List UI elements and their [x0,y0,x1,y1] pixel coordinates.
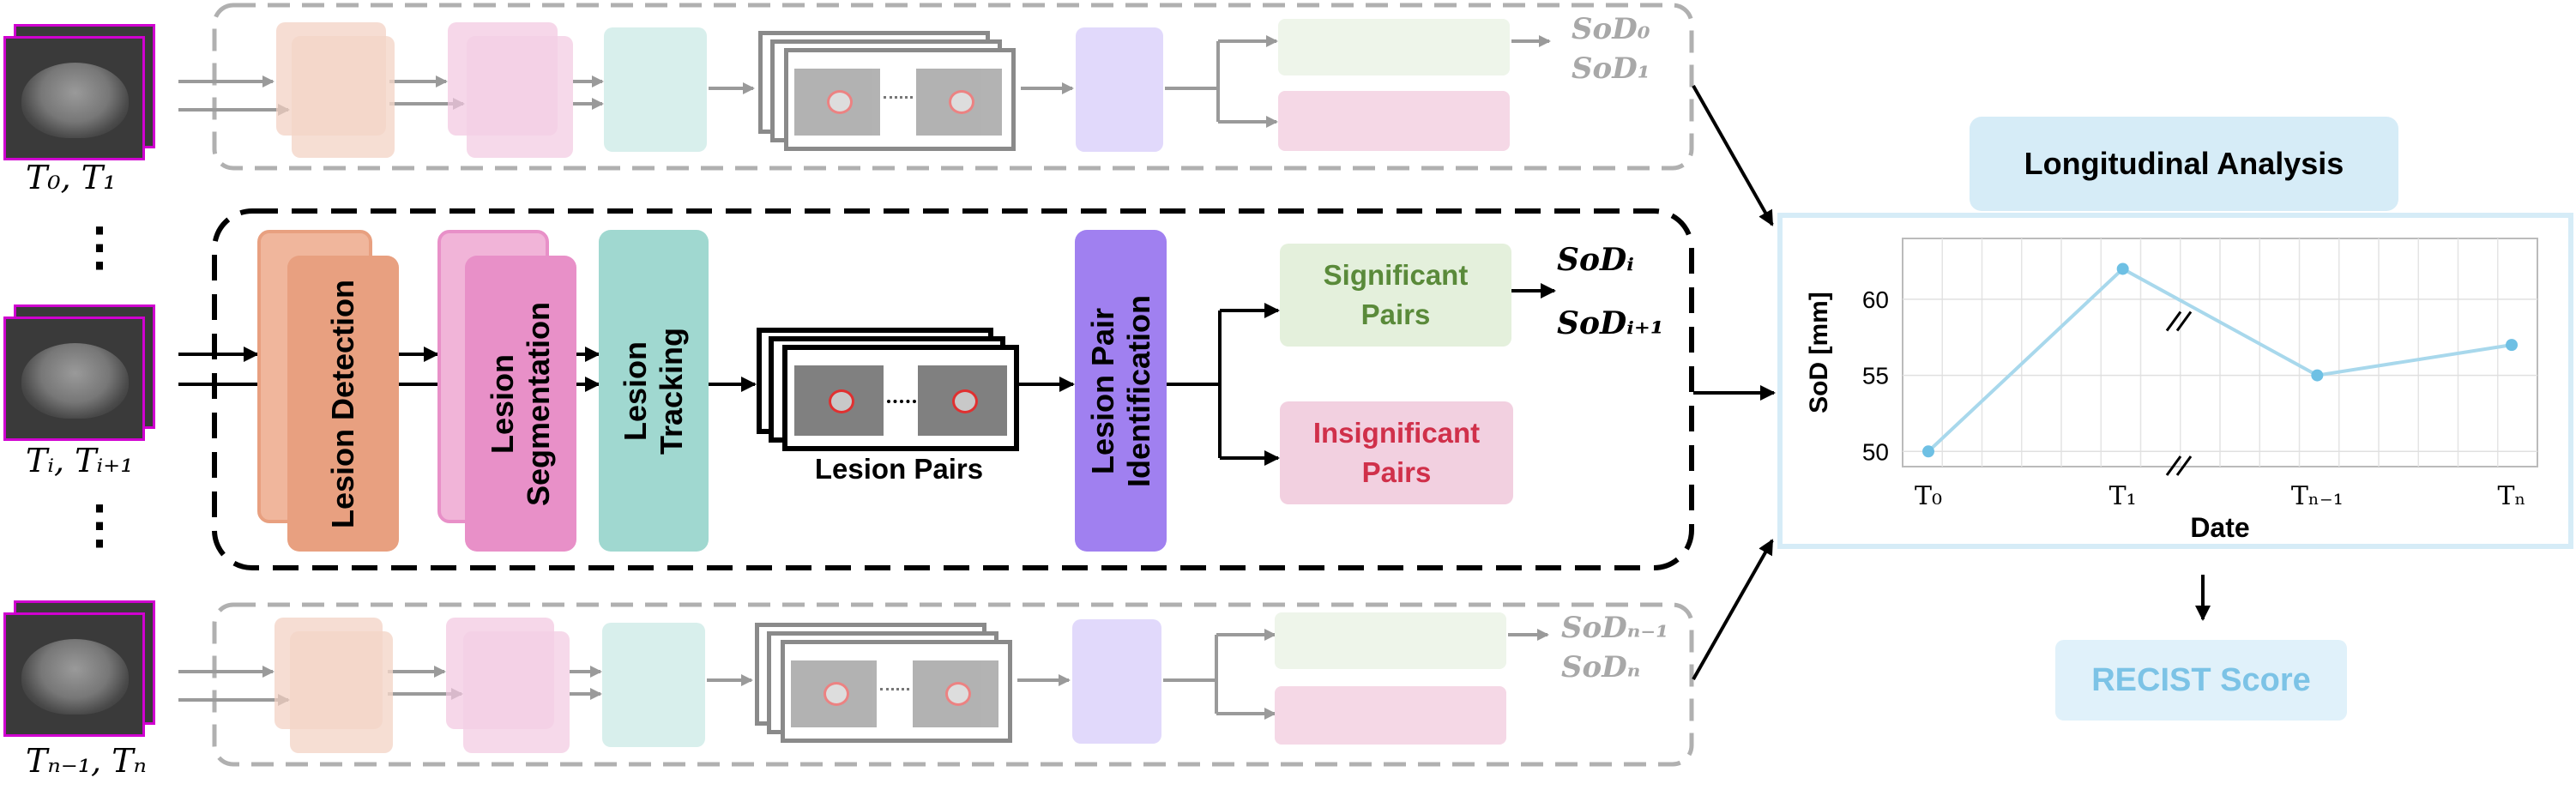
x-tick-label: Tₙ [2498,481,2526,511]
longitudinal-analysis-title: Longitudinal Analysis [2024,146,2344,181]
sod-line-chart: 50 55 60 T₀ T₁ Tₙ₋₁ Tₙ Date SoD [mm] [1805,238,2538,543]
x-tick-label: T₀ [1915,481,1942,511]
analysis-chart-panel: 50 55 60 T₀ T₁ Tₙ₋₁ Tₙ Date SoD [mm] [1777,213,2573,549]
axis-break-lower [2165,455,2193,476]
ghost-top-sod-a: SoD₀ [1572,12,1650,46]
significant-pairs-box: Significant Pairs [1280,244,1511,347]
arrow-bottom-to-analysis [1692,539,1774,680]
ghost-bottom-identification [1072,619,1161,744]
ghost-top-sod-b: SoD₁ [1572,51,1650,86]
data-point [2506,339,2518,352]
ghost-bottom-significant [1275,612,1506,669]
y-axis-label: SoD [mm] [1805,292,1833,413]
ghost-top-identification [1076,27,1163,152]
ghost-top-pair-stack [758,31,1021,151]
lesion-segmentation-block: Lesion Segmentation [465,256,576,552]
lesion-pairs-label: Lesion Pairs [814,453,984,485]
sod-i-label: SoDᵢ [1557,242,1634,278]
ghost-frame-bottom [212,602,1694,767]
ghost-top-detection-front [292,36,395,158]
y-tick-label: 50 [1862,438,1889,465]
x-tick-label: Tₙ₋₁ [2291,481,2344,511]
lesion-tracking-block: Lesion Tracking [599,230,709,552]
ghost-top-tracking [604,27,707,152]
data-point [2311,369,2324,382]
arrow-identification-branch [1167,311,1222,458]
lesion-segmentation-label: Lesion Segmentation [485,301,556,506]
sod-i-plus-1-label: SoDᵢ₊₁ [1557,305,1664,341]
scan-thumbnail-right [918,365,1007,436]
lesion-detection-label: Lesion Detection [325,279,360,528]
y-tick-label: 55 [1862,363,1889,389]
axis-break-upper [2165,311,2193,332]
ghost-bottom-seg-front [463,631,570,753]
x-axis-label: Date [2190,512,2249,543]
lesion-pairs-stack [757,328,1024,451]
scan-thumbnail-left [794,365,884,436]
ghost-frame-top [212,3,1694,171]
input-label-bottom: Tₙ₋₁, Tₙ [26,742,147,780]
significant-pairs-label: Significant Pairs [1323,259,1469,330]
lesion-pair-identification-block: Lesion Pair Identification [1075,230,1167,552]
insignificant-pairs-label: Insignificant Pairs [1312,417,1481,488]
ellipsis-top: ⋮ [74,218,125,275]
insignificant-pairs-box: Insignificant Pairs [1280,401,1513,504]
ghost-bottom-detection-front [290,631,393,753]
lesion-tracking-label: Lesion Tracking [618,327,689,455]
lesion-detection-block: Lesion Detection [287,256,399,552]
input-label-top: T₀, T₁ [26,159,117,196]
recist-score-label: RECIST Score [2091,661,2311,698]
recist-score-box: RECIST Score [2055,640,2347,721]
ghost-top-seg-front [467,36,573,158]
ghost-top-significant [1278,19,1510,75]
longitudinal-analysis-header: Longitudinal Analysis [1970,117,2398,211]
main-frame [212,208,1694,570]
ghost-bottom-sod-b: SoDₙ [1561,650,1641,684]
data-point [2116,262,2129,275]
sod-series-line [1927,267,2513,453]
y-tick-label: 60 [1862,286,1889,313]
arrow-top-to-analysis [1692,85,1774,226]
x-tick-label: T₁ [2109,481,2137,511]
data-point [1922,445,1934,458]
ghost-bottom-sod-a: SoDₙ₋₁ [1561,611,1669,645]
ghost-bottom-pair-stack [755,623,1017,743]
input-label-mid: Tᵢ, Tᵢ₊₁ [26,442,134,479]
ghost-top-insignificant [1278,91,1510,151]
ellipsis-bottom: ⋮ [74,496,125,553]
ghost-bottom-arrows [178,629,1549,720]
ghost-top-arrows [178,35,1551,128]
ghost-bottom-insignificant [1275,686,1506,745]
ghost-bottom-tracking [602,623,705,747]
lesion-pair-identification-label: Lesion Pair Identification [1084,294,1156,487]
